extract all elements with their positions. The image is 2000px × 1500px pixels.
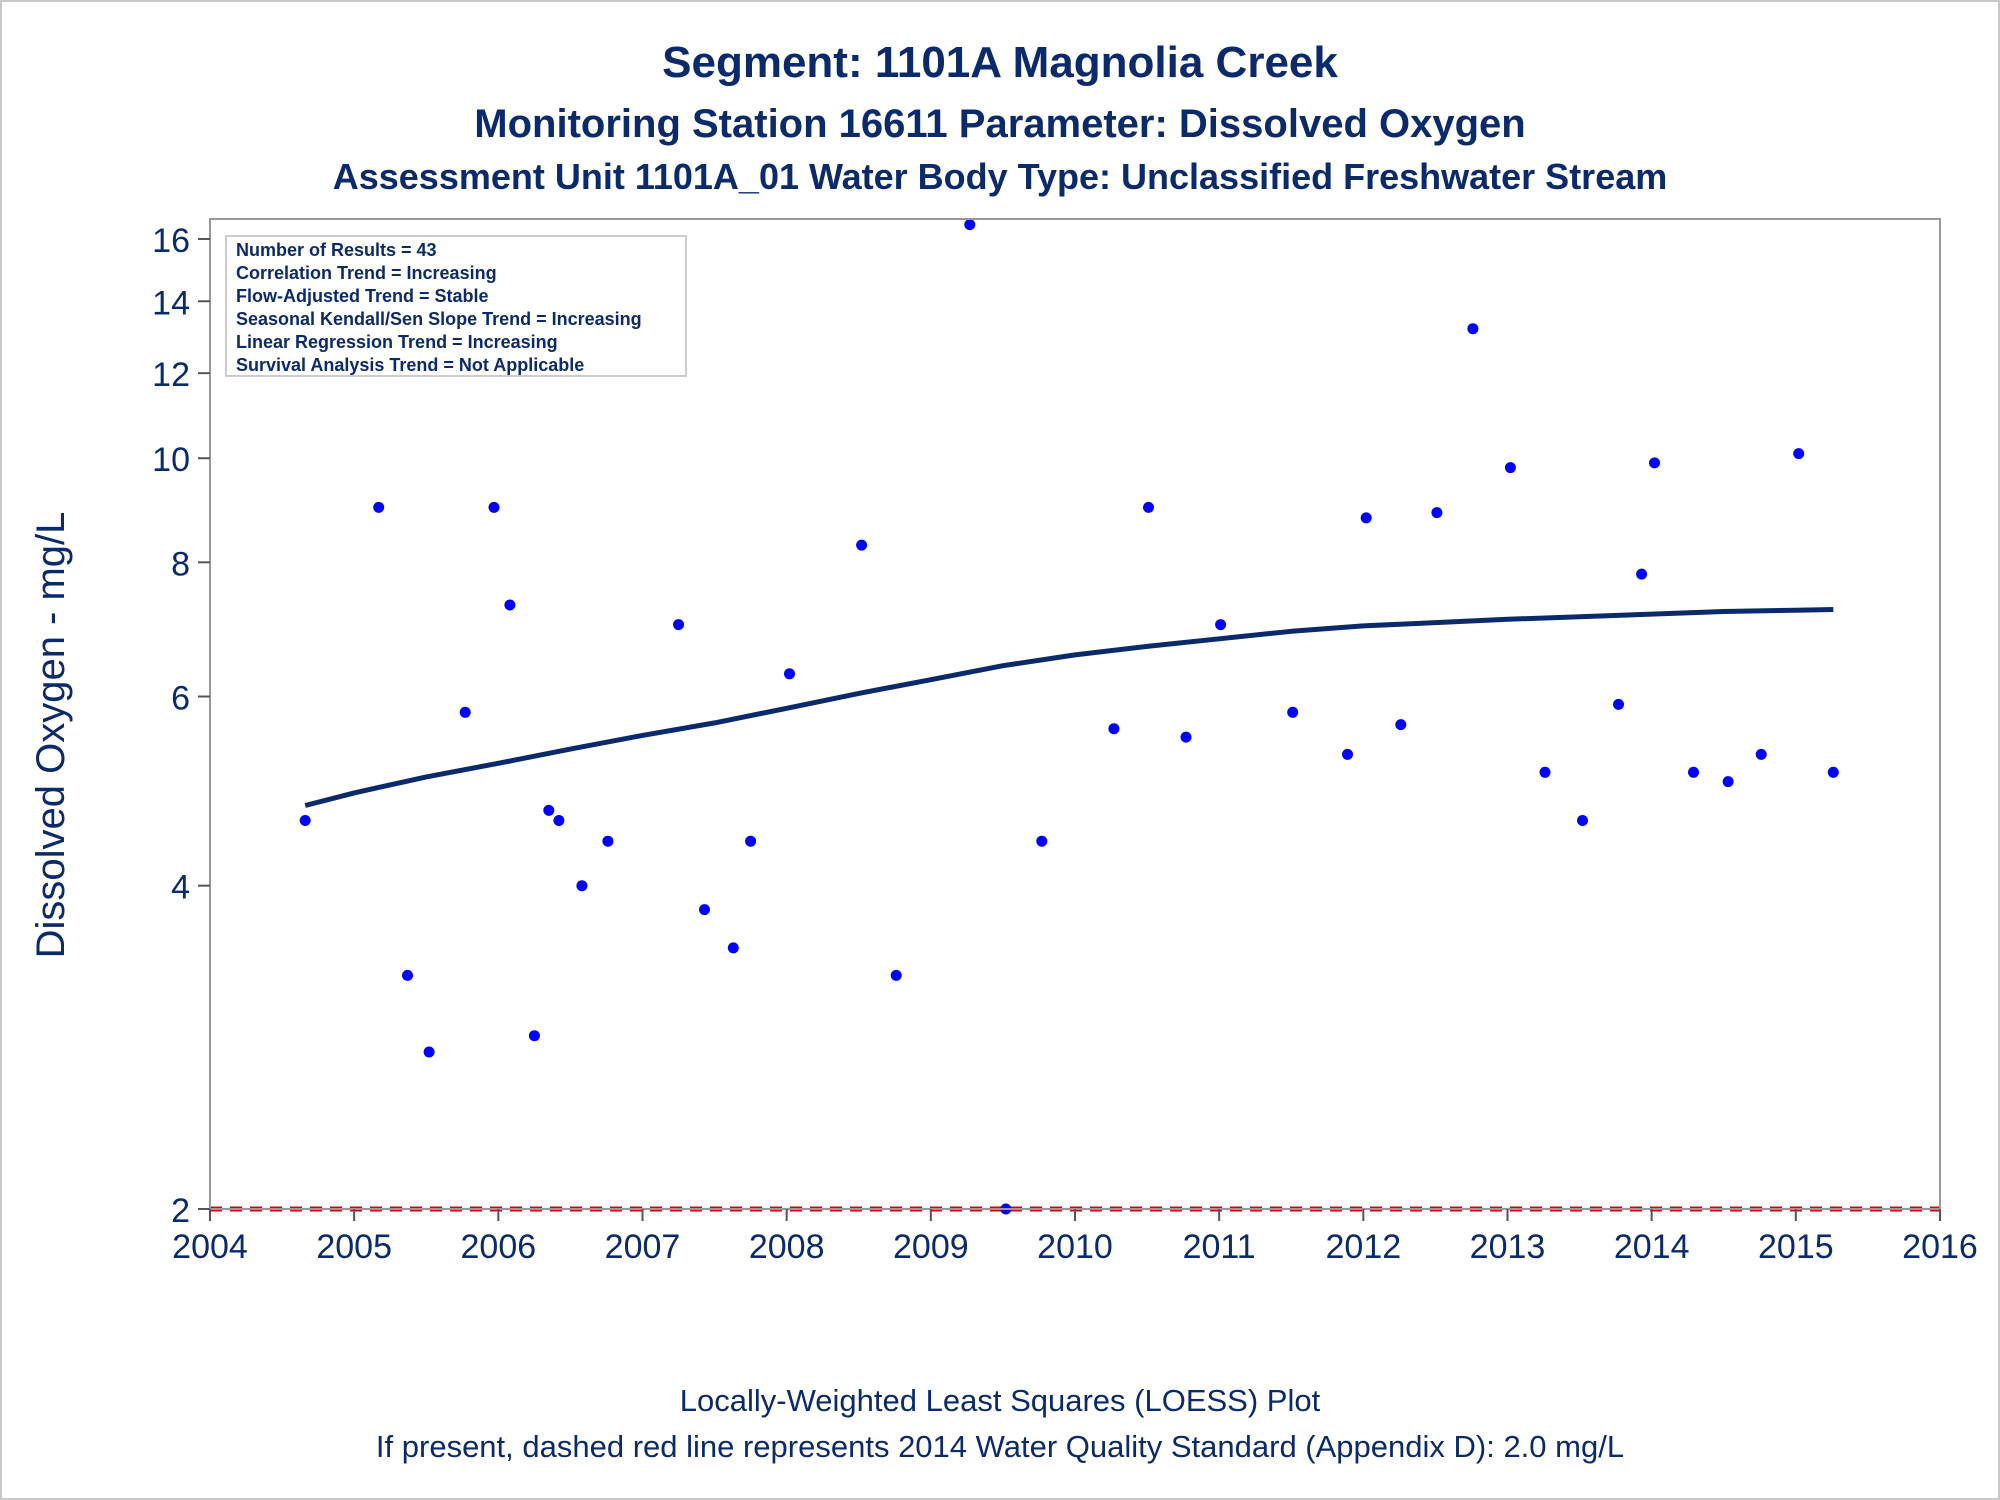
x-tick-label: 2009 bbox=[893, 1228, 969, 1266]
data-point bbox=[727, 942, 739, 954]
data-point bbox=[890, 969, 902, 981]
data-point bbox=[1613, 698, 1624, 710]
data-point bbox=[553, 815, 565, 826]
data-point bbox=[1688, 766, 1699, 778]
data-point bbox=[1143, 501, 1154, 513]
trend-legend-line: Linear Regression Trend = Increasing bbox=[236, 332, 558, 352]
data-point bbox=[1108, 723, 1120, 735]
x-tick-label: 2014 bbox=[1614, 1228, 1690, 1266]
data-point bbox=[528, 1030, 540, 1042]
y-tick-label: 14 bbox=[152, 284, 190, 322]
y-tick-label: 6 bbox=[171, 680, 190, 718]
x-tick-label: 2004 bbox=[172, 1228, 248, 1266]
loess-group bbox=[304, 607, 1834, 808]
y-tick-label: 10 bbox=[152, 441, 190, 479]
data-point bbox=[1360, 512, 1372, 524]
data-point bbox=[1342, 748, 1353, 760]
data-point bbox=[1722, 776, 1734, 788]
data-point bbox=[1649, 457, 1660, 469]
axes-group: 2 4 6 8 10 12 14 16 2004 2005 2006 2007 2008 2009 2010… bbox=[152, 218, 1978, 1266]
trend-legend-line: Survival Analysis Trend = Not Applicable bbox=[236, 355, 584, 375]
data-point bbox=[423, 1046, 435, 1058]
data-point bbox=[1827, 766, 1839, 778]
data-point bbox=[543, 804, 555, 816]
data-point bbox=[1036, 835, 1048, 847]
data-point bbox=[745, 835, 757, 847]
x-tick-label: 2005 bbox=[316, 1228, 392, 1266]
data-point bbox=[299, 815, 311, 826]
x-tick-label: 2006 bbox=[461, 1228, 537, 1266]
points-group bbox=[299, 219, 1839, 1215]
trend-legend-box: Number of Results = 43 Correlation Trend … bbox=[225, 235, 687, 377]
data-point bbox=[1577, 815, 1588, 826]
y-tick-label: 4 bbox=[171, 869, 190, 907]
data-point bbox=[1539, 766, 1551, 778]
trend-legend-frame bbox=[225, 235, 687, 377]
data-point bbox=[1755, 748, 1767, 760]
trend-legend-line: Correlation Trend = Increasing bbox=[236, 263, 497, 283]
data-point bbox=[699, 904, 710, 916]
data-point bbox=[784, 668, 795, 680]
x-tick-label: 2007 bbox=[605, 1228, 681, 1266]
y-tick-label: 12 bbox=[152, 356, 190, 394]
x-tick-label: 2008 bbox=[749, 1228, 825, 1266]
data-point bbox=[1395, 719, 1407, 731]
y-tick-label: 2 bbox=[171, 1192, 190, 1230]
data-point bbox=[1504, 462, 1516, 474]
data-point bbox=[1287, 706, 1299, 718]
data-point bbox=[576, 880, 588, 892]
chart-subtitle: Monitoring Station 16611 Parameter: Diss… bbox=[474, 102, 1526, 146]
y-tick-label: 16 bbox=[152, 222, 190, 260]
trend-legend-line: Flow-Adjusted Trend = Stable bbox=[236, 286, 489, 306]
data-point bbox=[1180, 731, 1192, 743]
data-point bbox=[504, 599, 516, 611]
loess-line bbox=[304, 607, 1834, 808]
footnote-standard: If present, dashed red line represents 2… bbox=[375, 1429, 1625, 1464]
data-point bbox=[856, 539, 868, 551]
data-point bbox=[1431, 507, 1443, 519]
data-point bbox=[673, 619, 684, 631]
data-point bbox=[402, 969, 413, 981]
data-point bbox=[488, 501, 500, 513]
data-point bbox=[373, 501, 385, 513]
data-point bbox=[1636, 568, 1648, 580]
y-tick-label: 8 bbox=[171, 545, 190, 583]
data-point bbox=[602, 835, 614, 847]
data-point bbox=[1215, 619, 1227, 631]
chart-subtitle-2: Assessment Unit 1101A_01 Water Body Type… bbox=[332, 156, 1668, 197]
chart-title: Segment: 1101A Magnolia Creek bbox=[662, 38, 1338, 87]
x-tick-label: 2012 bbox=[1326, 1228, 1402, 1266]
x-tick-label: 2016 bbox=[1902, 1228, 1978, 1266]
x-tick-label: 2015 bbox=[1758, 1228, 1834, 1266]
x-tick-label: 2013 bbox=[1470, 1228, 1546, 1266]
x-tick-label: 2011 bbox=[1183, 1228, 1256, 1266]
trend-legend-line: Seasonal Kendall/Sen Slope Trend = Incre… bbox=[236, 309, 642, 329]
data-point bbox=[964, 219, 976, 231]
data-point bbox=[1467, 323, 1479, 335]
footnote-loess: Locally-Weighted Least Squares (LOESS) P… bbox=[679, 1383, 1321, 1418]
data-point bbox=[459, 706, 471, 718]
y-axis-label: Dissolved Oxygen - mg/L bbox=[29, 512, 73, 959]
trend-legend-line: Number of Results = 43 bbox=[236, 240, 437, 260]
data-point bbox=[1793, 448, 1805, 460]
x-tick-label: 2010 bbox=[1037, 1228, 1113, 1266]
